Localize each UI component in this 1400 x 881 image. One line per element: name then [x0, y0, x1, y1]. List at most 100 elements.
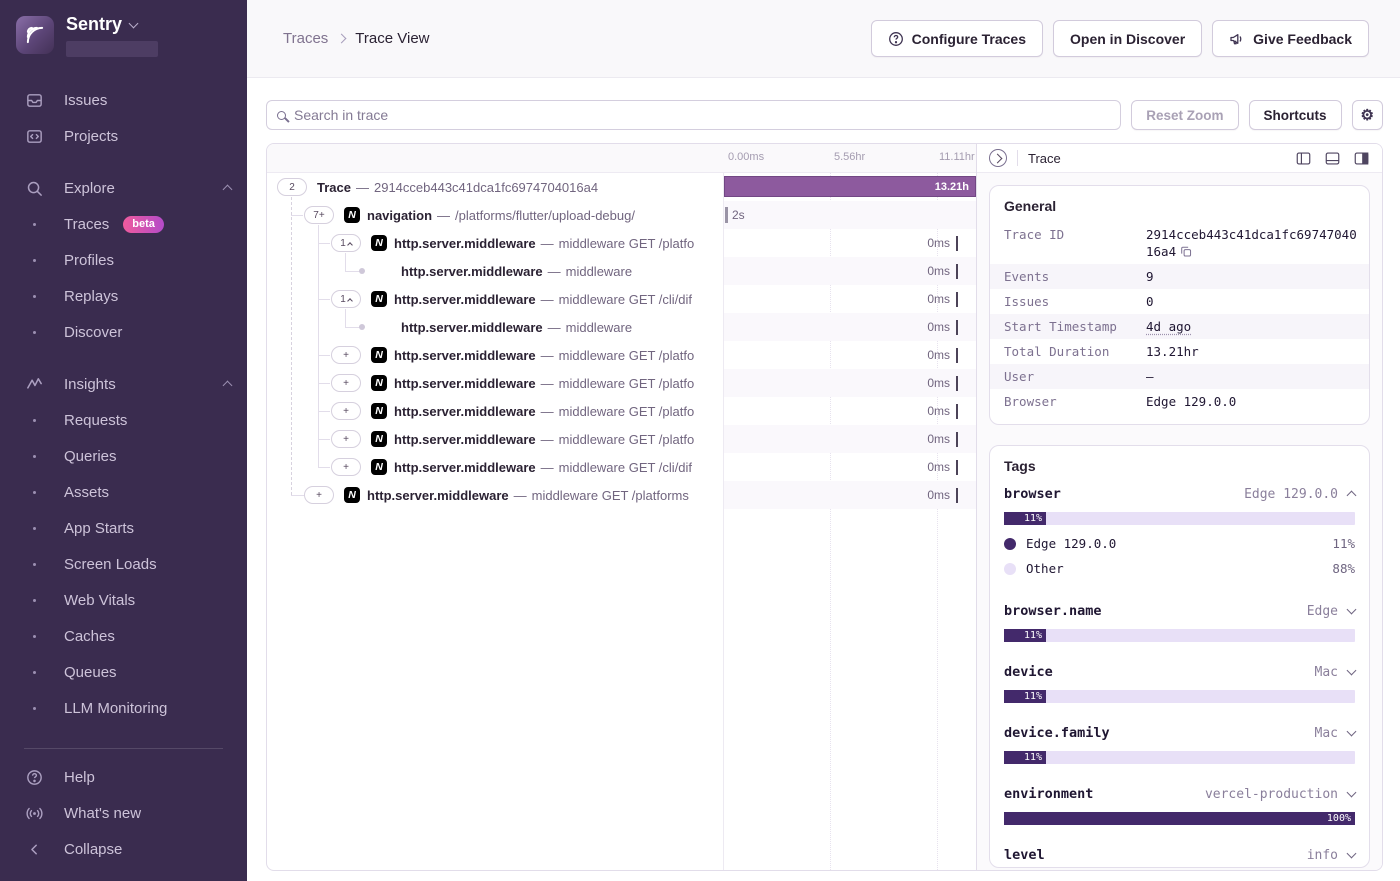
tag-distribution-bar: 100%	[1004, 812, 1355, 825]
row-expand-pill[interactable]: +	[304, 486, 334, 504]
row-expand-pill[interactable]: +	[331, 430, 361, 448]
sidebar-item-llm-monitoring[interactable]: LLM Monitoring	[0, 690, 247, 726]
sidebar-item-projects[interactable]: Projects	[0, 118, 247, 154]
chevron-down-icon	[1346, 726, 1357, 737]
pill-count: +	[343, 405, 349, 417]
trace-tree-row[interactable]: 2 Trace —2914cceb443c41dca1fc6974704016a4	[267, 173, 723, 201]
row-expand-pill[interactable]: +	[331, 402, 361, 420]
tag-bar-segment: 11%	[1004, 629, 1046, 642]
bullet-icon	[24, 671, 44, 674]
legend-label: Other	[1026, 561, 1064, 576]
tag-value-wrap: Edge 129.0.0	[1244, 487, 1357, 502]
row-expand-pill[interactable]: 1	[331, 234, 361, 252]
span-op: http.server.middleware	[394, 459, 536, 475]
breadcrumb: Traces Trace View	[283, 30, 430, 47]
row-expand-pill[interactable]: +	[331, 458, 361, 476]
span-description: middleware GET /platfo	[558, 347, 695, 363]
sidebar-item-help[interactable]: Help	[0, 759, 247, 795]
configure-traces-button[interactable]: Configure Traces	[870, 20, 1044, 57]
search-input[interactable]	[294, 107, 1111, 123]
legend-row[interactable]: Other 88%	[1004, 556, 1355, 581]
tag-header[interactable]: device.family Mac	[1004, 723, 1357, 743]
tree-guide	[345, 253, 346, 271]
sidebar-item-caches[interactable]: Caches	[0, 618, 247, 654]
tag-header[interactable]: device Mac	[1004, 662, 1357, 682]
span-op: http.server.middleware	[367, 487, 509, 503]
sidebar-collapse-button[interactable]: Collapse	[0, 831, 247, 867]
sidebar-item-replays[interactable]: Replays	[0, 278, 247, 314]
give-feedback-button[interactable]: Give Feedback	[1212, 20, 1369, 57]
sidebar-item-profiles[interactable]: Profiles	[0, 242, 247, 278]
legend-row[interactable]: Edge 129.0.0 11%	[1004, 531, 1355, 556]
tag-header[interactable]: browser Edge 129.0.0	[1004, 484, 1357, 504]
row-expand-pill[interactable]: 1	[331, 290, 361, 308]
sidebar-item-discover[interactable]: Discover	[0, 314, 247, 350]
span-op: http.server.middleware	[394, 235, 536, 251]
panel-bottom-icon[interactable]	[1324, 151, 1341, 166]
tag-header[interactable]: environment vercel-production	[1004, 784, 1357, 804]
tree-guide	[318, 225, 319, 467]
tag-key: browser	[1004, 486, 1061, 502]
brand-label: Sentry	[66, 14, 123, 34]
tree-guide	[291, 197, 292, 495]
sidebar-item-app-starts[interactable]: App Starts	[0, 510, 247, 546]
bullet-icon	[24, 455, 44, 458]
trace-tree-row[interactable]: http.server.middleware — middleware	[267, 257, 723, 285]
copy-icon[interactable]	[1180, 245, 1192, 258]
sidebar-item-queries[interactable]: Queries	[0, 438, 247, 474]
sidebar-item-requests[interactable]: Requests	[0, 402, 247, 438]
general-key: Browser	[1004, 394, 1057, 409]
timeline-row: 0ms	[724, 257, 976, 285]
insights-icon	[24, 375, 44, 394]
sidebar-section-explore[interactable]: Explore	[0, 170, 247, 206]
sidebar-item-issues[interactable]: Issues	[0, 82, 247, 118]
panel-right-icon[interactable]	[1353, 151, 1370, 166]
sidebar-item-screen-loads[interactable]: Screen Loads	[0, 546, 247, 582]
tag-header[interactable]: browser.name Edge	[1004, 601, 1357, 621]
chevron-down-icon	[1346, 848, 1357, 859]
sidebar-item-label: Caches	[64, 627, 115, 645]
settings-button[interactable]: ⚙	[1351, 100, 1383, 130]
configure-traces-label: Configure Traces	[911, 30, 1027, 47]
org-switcher[interactable]: Sentry	[0, 0, 247, 74]
breadcrumb-traces[interactable]: Traces	[283, 30, 329, 47]
sidebar-item-assets[interactable]: Assets	[0, 474, 247, 510]
row-expand-pill[interactable]: 7+	[304, 206, 334, 224]
tag-header[interactable]: level info	[1004, 845, 1357, 865]
reset-zoom-button[interactable]: Reset Zoom	[1131, 100, 1239, 130]
sidebar-item-web-vitals[interactable]: Web Vitals	[0, 582, 247, 618]
tick-5hr: 5.56hr	[834, 151, 866, 163]
collapse-drawer-icon[interactable]	[989, 149, 1007, 167]
sidebar-item-what-s-new[interactable]: What's new	[0, 795, 247, 831]
sidebar-section-insights[interactable]: Insights	[0, 366, 247, 402]
shortcuts-button[interactable]: Shortcuts	[1248, 100, 1342, 130]
tag-environment: environment vercel-production 100%	[1004, 784, 1357, 825]
span-op: http.server.middleware	[394, 431, 536, 447]
trace-toolbar: Reset Zoom Shortcuts ⚙	[247, 78, 1400, 130]
sidebar-item-traces[interactable]: Traces beta	[0, 206, 247, 242]
row-expand-pill[interactable]: 2	[277, 178, 307, 196]
open-in-discover-button[interactable]: Open in Discover	[1053, 20, 1203, 57]
bullet-icon	[24, 331, 44, 334]
row-expand-pill[interactable]: +	[331, 374, 361, 392]
tree-guide	[345, 327, 361, 328]
trace-duration-bar[interactable]: 13.21h	[724, 176, 976, 197]
chevron-up-icon	[222, 184, 233, 195]
row-expand-pill[interactable]: +	[331, 346, 361, 364]
sidebar-item-queues[interactable]: Queues	[0, 654, 247, 690]
general-row-events: Events 9	[990, 264, 1369, 289]
trace-tree-row[interactable]: http.server.middleware — middleware	[267, 313, 723, 341]
bullet-icon	[24, 259, 44, 262]
general-value: 13.21hr	[1146, 344, 1199, 359]
panel-left-icon[interactable]	[1295, 151, 1312, 166]
tag-distribution-bar: 11%	[1004, 690, 1355, 703]
